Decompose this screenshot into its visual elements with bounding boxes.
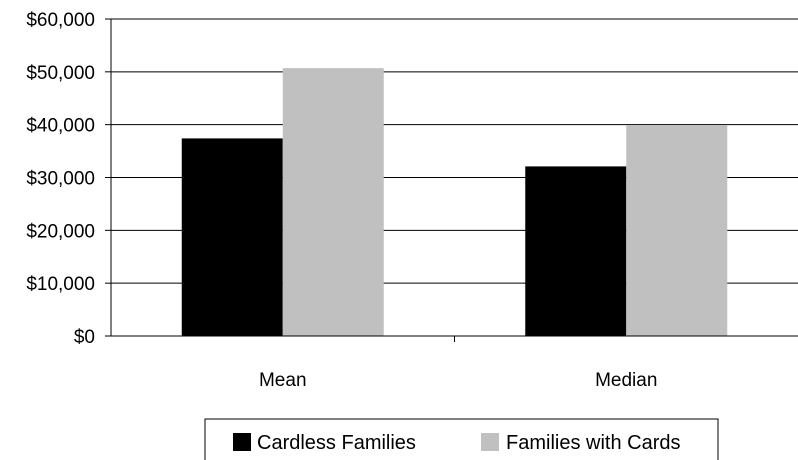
y-tick-label: $60,000 (26, 10, 95, 31)
y-tick-label: $30,000 (26, 169, 95, 190)
y-tick-label: $40,000 (26, 116, 95, 137)
y-tick-label: $0 (74, 327, 95, 348)
bar-families-with-cards-median (626, 125, 728, 336)
axes (105, 18, 798, 342)
y-tick-label: $50,000 (26, 63, 95, 84)
category-label: Median (595, 370, 657, 391)
category-labels: Mean Median (259, 370, 657, 391)
y-tick-label: $10,000 (26, 274, 95, 295)
legend: Cardless Families Families with Cards (204, 418, 719, 460)
bar-cardless-families-mean (181, 138, 283, 336)
legend-label-cardless-families: Cardless Families (257, 432, 416, 454)
legend-swatch-cardless-families (233, 433, 251, 451)
category-label: Mean (259, 370, 307, 391)
bars (181, 68, 728, 336)
legend-swatch-families-with-cards (481, 433, 499, 451)
y-tick-label: $20,000 (26, 221, 95, 242)
y-tick-labels: $0 $10,000 $20,000 $30,000 $40,000 $50,000 $60… (26, 10, 95, 348)
legend-box (204, 418, 719, 460)
bar-cardless-families-median (525, 166, 627, 336)
bar-families-with-cards-mean (282, 68, 384, 336)
legend-label-families-with-cards: Families with Cards (506, 432, 680, 454)
